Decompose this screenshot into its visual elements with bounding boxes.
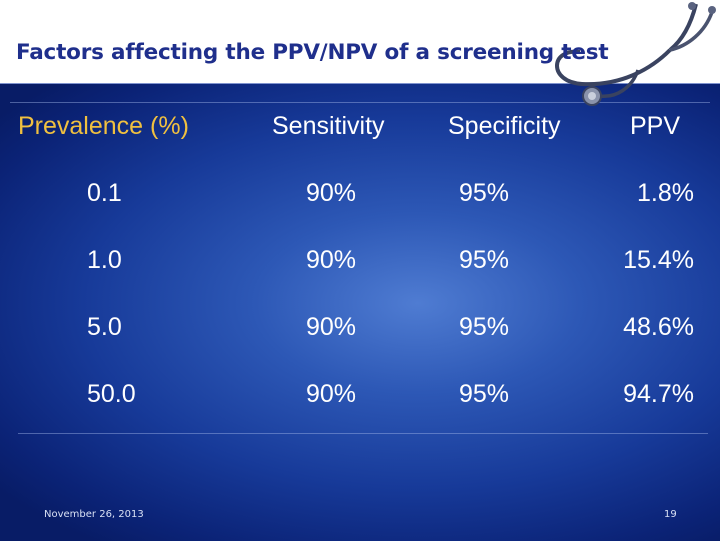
- cell-sensitivity: 90%: [306, 313, 357, 341]
- cell-prevalence: 50.0: [87, 380, 136, 408]
- table-bottom-divider: [18, 433, 708, 434]
- cell-specificity: 95%: [459, 246, 510, 274]
- cell-prevalence: 5.0: [87, 313, 122, 341]
- header-divider: [10, 102, 710, 103]
- header-sensitivity: Sensitivity: [272, 112, 385, 140]
- slide-title: Factors affecting the PPV/NPV of a scree…: [16, 40, 609, 65]
- table-panel: Prevalence (%) Sensitivity Specificity P…: [0, 83, 720, 541]
- cell-ppv: 48.6%: [623, 313, 694, 341]
- cell-specificity: 95%: [459, 179, 510, 207]
- cell-ppv: 1.8%: [637, 179, 694, 207]
- footer-date: November 26, 2013: [44, 509, 144, 520]
- cell-sensitivity: 90%: [306, 380, 357, 408]
- header-ppv: PPV: [630, 112, 681, 140]
- cell-specificity: 95%: [459, 380, 510, 408]
- cell-prevalence: 0.1: [87, 179, 122, 207]
- page-number: 19: [664, 509, 677, 520]
- header-prevalence: Prevalence (%): [18, 112, 189, 140]
- header-specificity: Specificity: [448, 112, 561, 140]
- stethoscope-icon: [555, 2, 716, 106]
- cell-sensitivity: 90%: [306, 246, 357, 274]
- cell-ppv: 15.4%: [623, 246, 694, 274]
- cell-ppv: 94.7%: [623, 380, 694, 408]
- cell-sensitivity: 90%: [306, 179, 357, 207]
- cell-prevalence: 1.0: [87, 246, 122, 274]
- cell-specificity: 95%: [459, 313, 510, 341]
